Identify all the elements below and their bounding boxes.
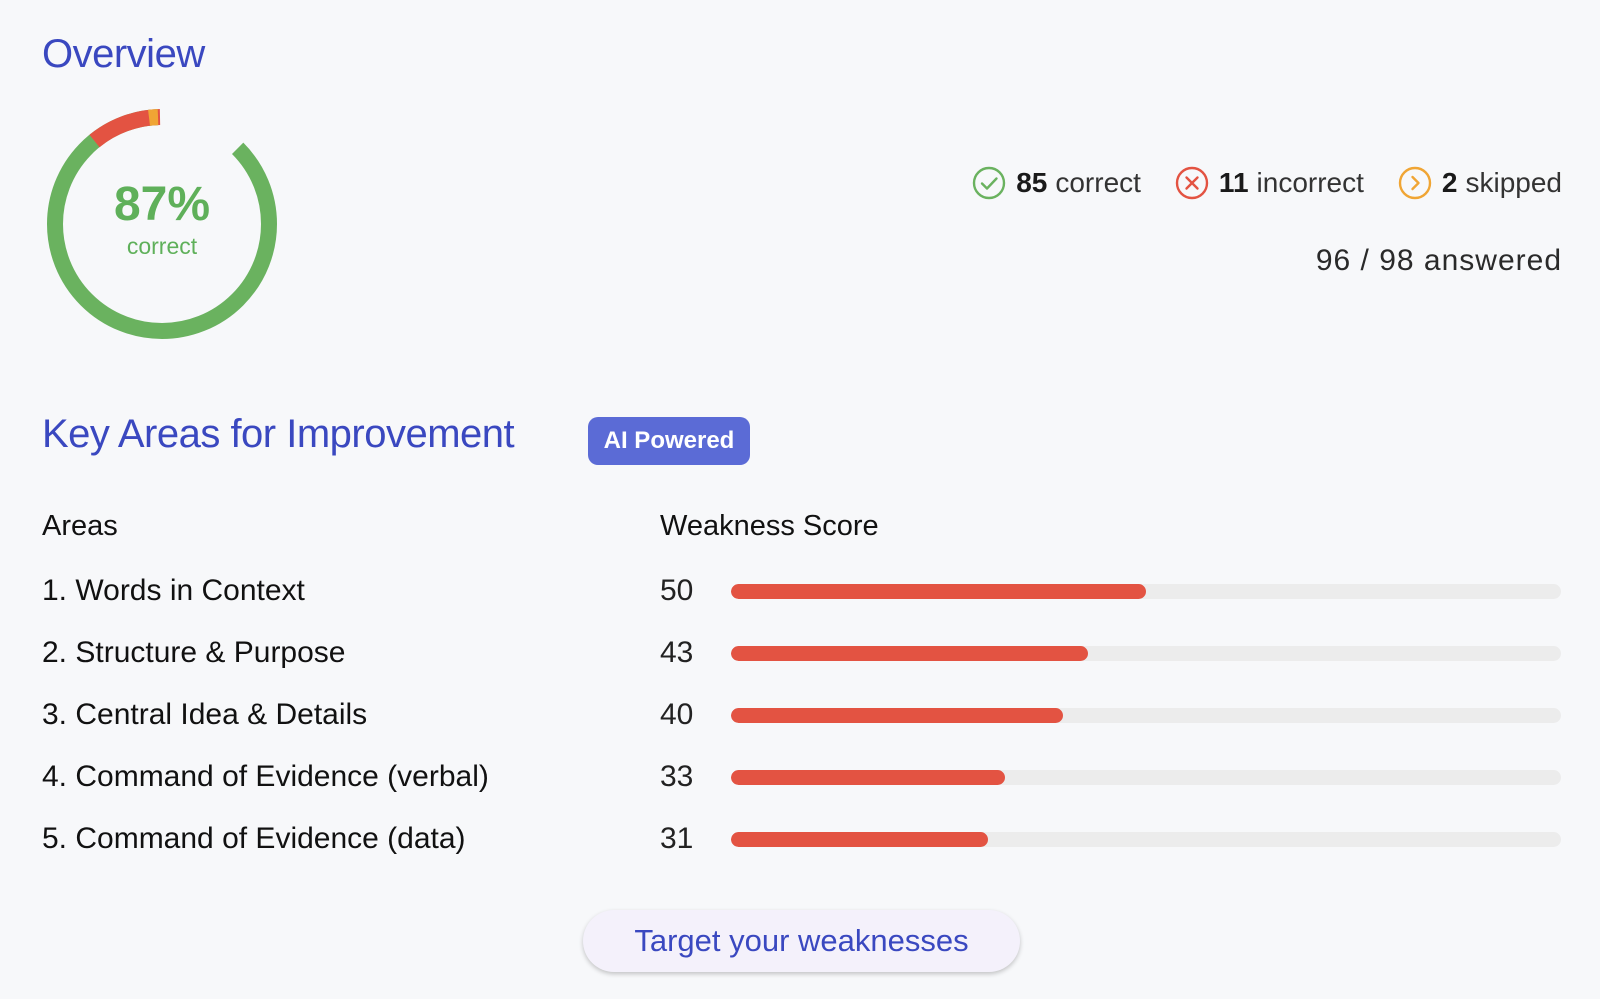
skipped-count: 2 [1441,167,1458,198]
weakness-bar-fill [731,646,1088,661]
percent-correct: 87% [113,177,211,231]
weakness-bar-fill [731,584,1146,599]
score-donut-chart: 87% correct [44,106,280,342]
weakness-bar-track [731,770,1561,785]
stat-skipped: 2 skipped [1398,166,1562,200]
score-donut-svg [47,109,277,339]
areas-column-header: Areas [42,510,118,542]
weakness-bar-track [731,832,1561,847]
area-label: 5. Command of Evidence (data) [42,822,466,855]
answer-stats: 85 correct 11 incorrect 2 skipped [972,166,1562,200]
answered-count: 96 / 98 answered [1315,244,1562,277]
area-label: 1. Words in Context [42,574,305,607]
correct-count: 85 [1016,167,1048,198]
area-row: 2. Structure & Purpose 43 [0,633,1600,673]
target-weaknesses-button[interactable]: Target your weaknesses [583,910,1020,972]
ai-powered-badge: AI Powered [588,417,750,465]
x-circle-icon [1175,166,1209,200]
area-label: 2. Structure & Purpose [42,636,346,669]
weakness-bar-fill [731,708,1063,723]
weakness-bar-track [731,708,1561,723]
weakness-bar-track [731,646,1561,661]
check-circle-icon [972,166,1006,200]
area-label: 4. Command of Evidence (verbal) [42,760,489,793]
overview-title: Overview [42,32,205,76]
area-row: 4. Command of Evidence (verbal) 33 [0,757,1600,797]
area-row: 1. Words in Context 50 [0,571,1600,611]
donut-center: 87% correct [44,106,280,342]
incorrect-count: 11 [1218,167,1249,198]
chevron-right-circle-icon [1398,166,1432,200]
weakness-bar-track [731,584,1561,599]
weakness-score-column-header: Weakness Score [660,510,879,542]
area-row: 5. Command of Evidence (data) 31 [0,819,1600,859]
area-score: 33 [660,760,694,793]
incorrect-label: incorrect [1256,167,1364,198]
area-score: 31 [660,822,694,855]
improvement-title: Key Areas for Improvement [42,412,515,456]
correct-label: correct [1055,167,1141,198]
donut-segment-correct [47,109,277,339]
area-label: 3. Central Idea & Details [42,698,368,731]
area-score: 50 [660,574,694,607]
area-score: 40 [660,698,694,731]
stat-correct: 85 correct [972,166,1141,200]
area-score: 43 [660,636,694,669]
stat-incorrect: 11 incorrect [1175,166,1364,200]
weakness-bar-fill [731,832,989,847]
percent-correct-label: correct [126,232,198,259]
weakness-bar-fill [731,770,1005,785]
skipped-label: skipped [1465,167,1562,198]
area-row: 3. Central Idea & Details 40 [0,695,1600,735]
